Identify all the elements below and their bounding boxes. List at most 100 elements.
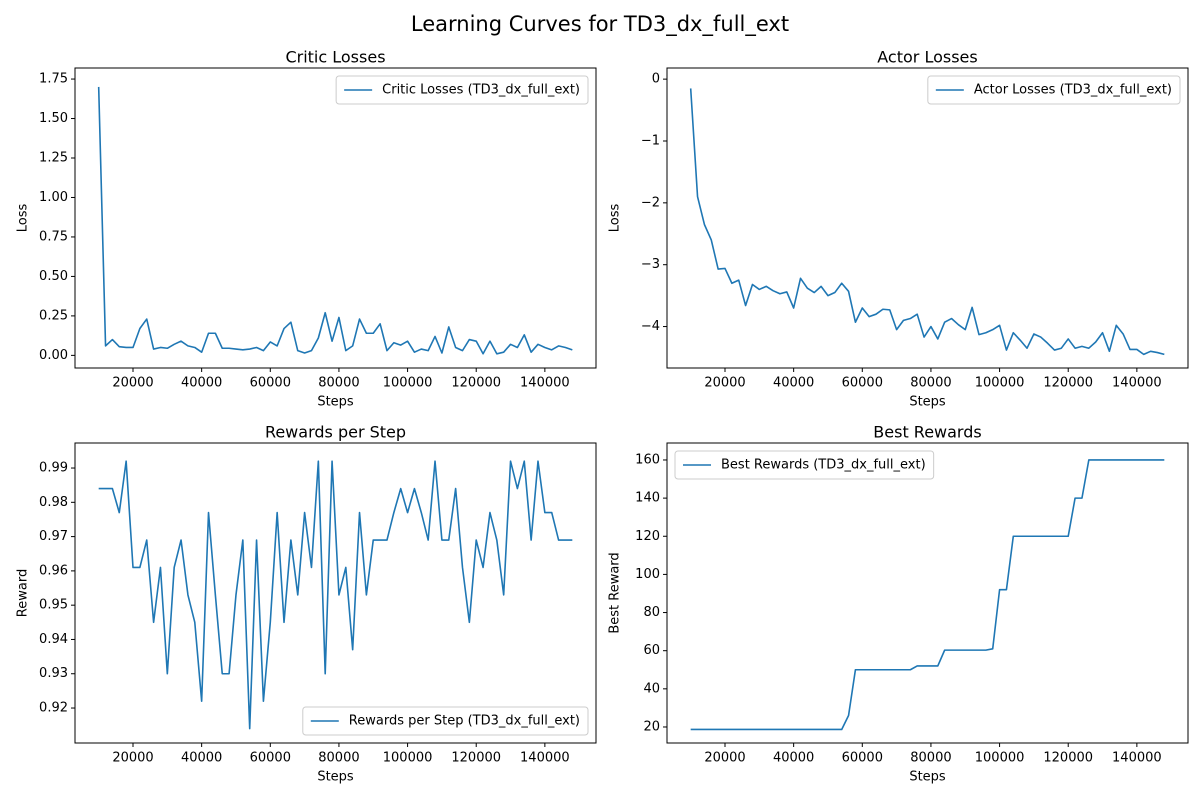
x-tick-label: 140000 <box>520 751 570 766</box>
x-tick-label: 120000 <box>1043 376 1093 391</box>
x-axis-label: Steps <box>909 395 946 410</box>
y-tick-label: 120 <box>635 529 660 544</box>
axes-frame <box>74 442 597 744</box>
legend-label: Best Rewards (TD3_dx_full_ext) <box>721 458 926 473</box>
y-tick-label: 0.50 <box>39 269 68 284</box>
x-tick-label: 140000 <box>1112 376 1162 391</box>
subplot: Critic Losses Steps Loss 20000 40000 60000 800… <box>16 48 597 410</box>
legend-frame <box>335 75 589 105</box>
legend-frame <box>302 706 589 736</box>
y-tick-label: 0.00 <box>39 348 68 363</box>
y-tick-label: 0.95 <box>39 598 68 613</box>
x-axis-label: Steps <box>317 395 354 410</box>
legend: Critic Losses (TD3_dx_full_ext) <box>335 75 589 105</box>
legend: Best Rewards (TD3_dx_full_ext) <box>674 450 935 480</box>
x-tick-label: 100000 <box>383 751 433 766</box>
y-tick-label: 0.75 <box>39 229 68 244</box>
figure-title: Learning Curves for TD3_dx_full_ext <box>411 12 789 37</box>
axes-frame <box>666 442 1189 744</box>
x-tick-label: 80000 <box>910 751 951 766</box>
line-series <box>690 459 1165 731</box>
x-tick-label: 80000 <box>318 376 359 391</box>
x-tick-label: 60000 <box>842 376 883 391</box>
x-tick-label: 40000 <box>773 376 814 391</box>
x-tick-label: 80000 <box>910 376 951 391</box>
x-axis-label: Steps <box>909 770 946 785</box>
y-tick-label: 1.00 <box>39 190 68 205</box>
x-tick-label: 140000 <box>520 376 570 391</box>
legend-label: Actor Losses (TD3_dx_full_ext) <box>974 83 1172 98</box>
y-axis-label: Loss <box>16 204 31 233</box>
y-tick-label: 1.50 <box>39 111 68 126</box>
y-tick-label: 0.25 <box>39 308 68 323</box>
x-tick-label: 20000 <box>704 751 745 766</box>
y-tick-label: 140 <box>635 491 660 506</box>
y-tick-label: 1.25 <box>39 151 68 166</box>
x-tick-label: 120000 <box>451 376 501 391</box>
y-tick-label: 1.75 <box>39 72 68 87</box>
subplot: Rewards per Step Steps Reward 20000 40000 600… <box>16 423 597 785</box>
x-tick-label: 60000 <box>250 376 291 391</box>
y-tick-label: 0.98 <box>39 495 68 510</box>
x-tick-label: 60000 <box>250 751 291 766</box>
y-tick-label: 0.96 <box>39 563 68 578</box>
x-tick-label: 100000 <box>383 376 433 391</box>
y-tick-label: −2 <box>641 195 660 210</box>
legend-label: Rewards per Step (TD3_dx_full_ext) <box>349 714 580 729</box>
line-series <box>98 460 573 730</box>
plot-area <box>690 459 1165 731</box>
x-tick-label: 40000 <box>773 751 814 766</box>
y-axis-label: Reward <box>16 569 31 617</box>
axes-frame <box>666 67 1189 369</box>
y-tick-label: 0.97 <box>39 529 68 544</box>
x-tick-label: 100000 <box>975 751 1025 766</box>
subplot: Best Rewards Steps Best Reward 20000 40000 60… <box>608 423 1189 785</box>
x-tick-label: 20000 <box>704 376 745 391</box>
legend: Rewards per Step (TD3_dx_full_ext) <box>302 706 589 736</box>
y-tick-label: 40 <box>643 681 660 696</box>
x-tick-label: 40000 <box>181 751 222 766</box>
plot-area <box>97 86 573 355</box>
y-tick-label: 60 <box>643 643 660 658</box>
legend-frame <box>674 450 935 480</box>
legend-frame <box>927 75 1181 105</box>
legend-label: Critic Losses (TD3_dx_full_ext) <box>382 83 580 98</box>
subplot-title: Critic Losses <box>285 48 385 67</box>
axes-frame <box>74 67 597 369</box>
y-tick-label: −4 <box>641 319 660 334</box>
subplot: Actor Losses Steps Loss 20000 40000 60000 8000… <box>608 48 1189 410</box>
y-tick-label: 0.94 <box>39 632 68 647</box>
subplot-title: Best Rewards <box>873 423 981 442</box>
y-axis-label: Best Reward <box>608 552 623 633</box>
y-tick-label: 0.99 <box>39 461 68 476</box>
x-tick-label: 80000 <box>318 751 359 766</box>
x-tick-label: 60000 <box>842 751 883 766</box>
x-tick-label: 140000 <box>1112 751 1162 766</box>
y-tick-label: 0.93 <box>39 666 68 681</box>
y-tick-label: 0 <box>652 72 660 87</box>
x-axis-label: Steps <box>317 770 354 785</box>
plot-area <box>689 88 1165 356</box>
plot-area <box>98 460 573 730</box>
x-tick-label: 120000 <box>1043 751 1093 766</box>
x-tick-label: 20000 <box>112 376 153 391</box>
x-tick-label: 100000 <box>975 376 1025 391</box>
legend: Actor Losses (TD3_dx_full_ext) <box>927 75 1181 105</box>
y-tick-label: 0.92 <box>39 701 68 716</box>
y-tick-label: 20 <box>643 719 660 734</box>
line-series <box>97 86 573 355</box>
subplot-title: Actor Losses <box>877 48 977 67</box>
y-axis-label: Loss <box>608 204 623 233</box>
subplot-title: Rewards per Step <box>265 423 406 442</box>
y-tick-label: 80 <box>643 605 660 620</box>
y-tick-label: −3 <box>641 257 660 272</box>
line-series <box>689 88 1165 356</box>
y-tick-label: −1 <box>641 133 660 148</box>
y-tick-label: 160 <box>635 452 660 467</box>
x-tick-label: 20000 <box>112 751 153 766</box>
x-tick-label: 120000 <box>451 751 501 766</box>
y-tick-label: 100 <box>635 567 660 582</box>
x-tick-label: 40000 <box>181 376 222 391</box>
